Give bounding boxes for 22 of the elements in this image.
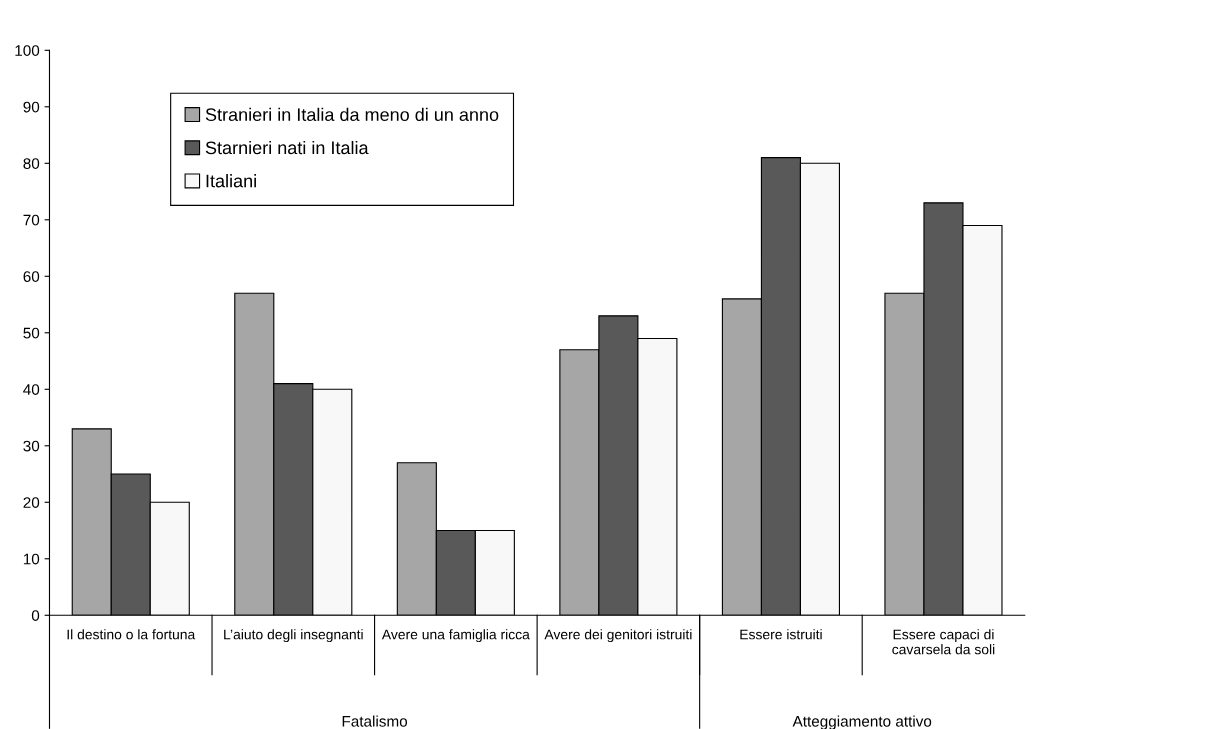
y-tick-label: 40 — [23, 384, 40, 395]
text: Atteggiamento attivo — [792, 715, 932, 729]
legend-label: Starnieri nati in Italia — [205, 140, 369, 155]
y-tick-label: 70 — [23, 214, 40, 226]
legend-label: Stranieri in Italia da meno di un anno — [205, 107, 499, 122]
text: Fatalismo — [342, 715, 408, 727]
x-tick-label: Avere dei genitori istruiti — [544, 629, 692, 643]
y-tick-label: 50 — [23, 327, 40, 339]
legend-label: Italiani — [206, 174, 256, 188]
y-tick-label: 30 — [23, 440, 40, 452]
x-tick-label: Essere capaci di cavarsela da soli — [892, 629, 995, 655]
y-tick-label: 20 — [23, 497, 40, 508]
x-tick-label: Essere istruiti — [740, 629, 822, 640]
y-tick-label: 90 — [23, 101, 40, 113]
y-tick-label: 60 — [23, 271, 40, 282]
y-tick-label: 100 — [15, 45, 40, 56]
x-tick-label: L’aiuto degli insegnanti — [224, 629, 363, 643]
x-tick-label: Avere una famiglia ricca — [381, 629, 530, 643]
y-tick-label: 10 — [23, 553, 40, 565]
y-tick-label: 80 — [23, 158, 40, 169]
y-tick-label: 0 — [31, 610, 40, 621]
x-tick-label: Il destino o la fortuna — [67, 629, 196, 640]
